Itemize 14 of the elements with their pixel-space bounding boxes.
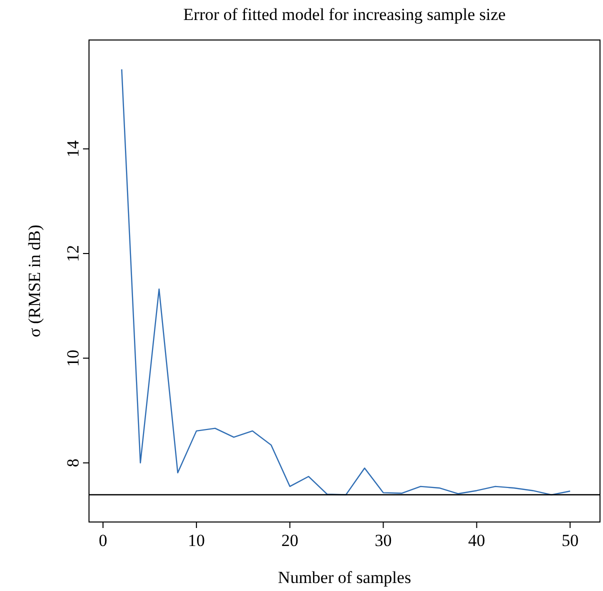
y-tick-label: 14 xyxy=(64,140,82,158)
x-tick-label: 0 xyxy=(98,531,108,550)
x-tick-label: 30 xyxy=(374,531,392,550)
line-series xyxy=(121,68,571,496)
y-axis-title: σ (RMSE in dB) xyxy=(25,224,44,338)
x-axis-title: Number of samples xyxy=(278,568,412,587)
x-tick-label: 20 xyxy=(281,531,298,550)
x-tick-label: 40 xyxy=(468,531,486,550)
x-tick-label: 10 xyxy=(188,531,205,550)
y-tick-label: 10 xyxy=(64,350,82,367)
y-tick-label: 12 xyxy=(64,245,82,262)
chart-title: Error of fitted model for increasing sample size xyxy=(183,5,506,24)
x-tick-label: 50 xyxy=(562,531,579,550)
y-tick-label: 8 xyxy=(64,458,82,468)
